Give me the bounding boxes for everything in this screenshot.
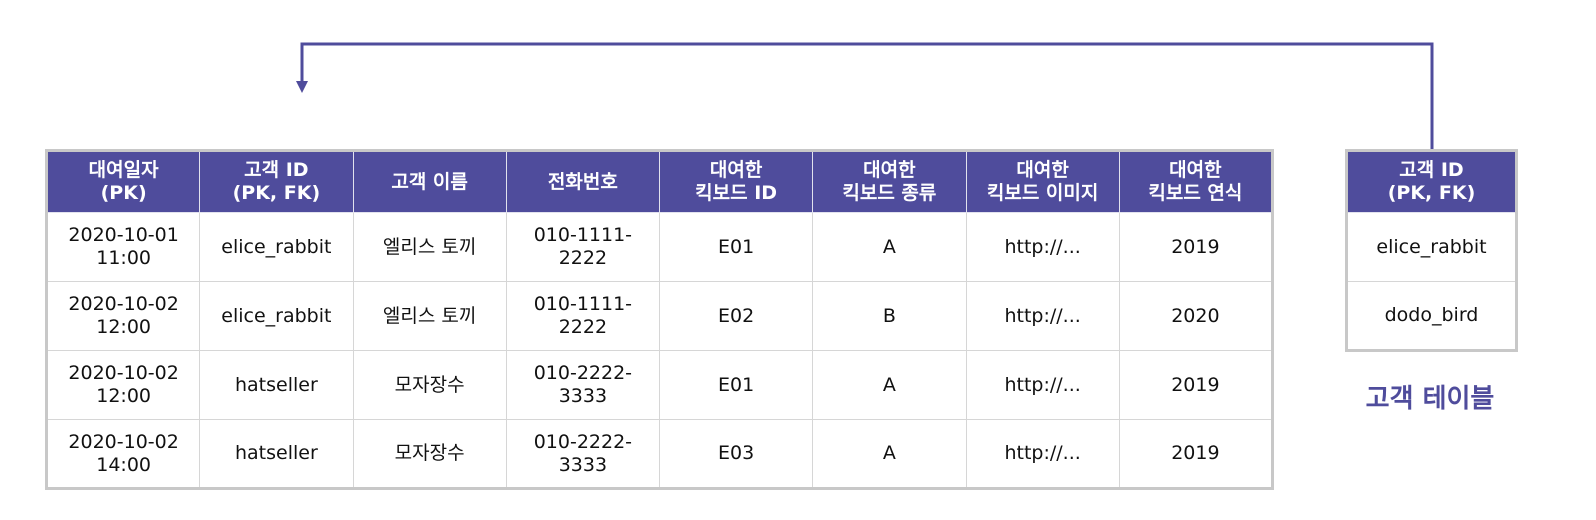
cell-customer-id: hatseller bbox=[199, 350, 354, 420]
header-phone: 전화번호 bbox=[505, 150, 661, 213]
cell-customer-name: 모자장수 bbox=[352, 419, 507, 489]
customer-table-header-row: 고객 ID (PK, FK) bbox=[1346, 150, 1517, 213]
cell-customer-name: 모자장수 bbox=[352, 350, 507, 420]
cell-scooter-year: 2019 bbox=[1118, 350, 1274, 420]
cell-scooter-image: http://... bbox=[965, 212, 1120, 282]
cell-scooter-id: E01 bbox=[658, 350, 814, 420]
cell-customer-id: elice_rabbit bbox=[199, 281, 354, 351]
table-row: dodo_bird bbox=[1346, 281, 1517, 351]
cell-scooter-year: 2020 bbox=[1118, 281, 1274, 351]
customer-table: 고객 ID (PK, FK) elice_rabbit dodo_bird bbox=[1345, 149, 1518, 352]
customer-table-caption: 고객 테이블 bbox=[1365, 384, 1495, 414]
cell-scooter-image: http://... bbox=[965, 350, 1120, 420]
reference-arrow-line bbox=[300, 42, 1434, 151]
cell-phone: 010-2222- 3333 bbox=[505, 419, 661, 489]
cell-phone: 010-1111- 2222 bbox=[505, 212, 661, 282]
cell-scooter-year: 2019 bbox=[1118, 212, 1274, 282]
table-row: 2020-10-02 12:00 hatseller 모자장수 010-2222… bbox=[45, 350, 1274, 420]
table-row: 2020-10-02 12:00 elice_rabbit 엘리스 토끼 010… bbox=[45, 281, 1274, 351]
header-scooter-id: 대여한 킥보드 ID bbox=[658, 150, 814, 213]
cell-scooter-type: A bbox=[812, 350, 967, 420]
header-customer-name: 고객 이름 bbox=[352, 150, 507, 213]
cell-phone: 010-1111- 2222 bbox=[505, 281, 661, 351]
cell-customer-name: 엘리스 토끼 bbox=[352, 281, 507, 351]
cell-scooter-type: B bbox=[812, 281, 967, 351]
cell-rental-date: 2020-10-02 12:00 bbox=[45, 350, 201, 420]
header-scooter-year: 대여한 킥보드 연식 bbox=[1118, 150, 1274, 213]
cell-customer-id: hatseller bbox=[199, 419, 354, 489]
table-row: 2020-10-01 11:00 elice_rabbit 엘리스 토끼 010… bbox=[45, 212, 1274, 282]
header-customer-id: 고객 ID (PK, FK) bbox=[199, 150, 354, 213]
cell-scooter-id: E03 bbox=[658, 419, 814, 489]
cell-scooter-type: A bbox=[812, 419, 967, 489]
cell-scooter-id: E01 bbox=[658, 212, 814, 282]
cell-scooter-id: E02 bbox=[658, 281, 814, 351]
header-customer-id: 고객 ID (PK, FK) bbox=[1346, 150, 1517, 213]
cell-scooter-image: http://... bbox=[965, 281, 1120, 351]
cell-customer-id: dodo_bird bbox=[1346, 281, 1517, 351]
rental-table-header-row: 대여일자 (PK) 고객 ID (PK, FK) 고객 이름 전화번호 대여한 … bbox=[45, 150, 1274, 213]
cell-customer-id: elice_rabbit bbox=[1346, 212, 1517, 282]
cell-rental-date: 2020-10-01 11:00 bbox=[45, 212, 201, 282]
table-row: elice_rabbit bbox=[1346, 212, 1517, 282]
header-rental-date: 대여일자 (PK) bbox=[45, 150, 201, 213]
reference-arrowhead bbox=[296, 81, 308, 93]
table-row: 2020-10-02 14:00 hatseller 모자장수 010-2222… bbox=[45, 419, 1274, 489]
header-scooter-image: 대여한 킥보드 이미지 bbox=[965, 150, 1120, 213]
cell-customer-id: elice_rabbit bbox=[199, 212, 354, 282]
cell-rental-date: 2020-10-02 14:00 bbox=[45, 419, 201, 489]
cell-rental-date: 2020-10-02 12:00 bbox=[45, 281, 201, 351]
cell-scooter-type: A bbox=[812, 212, 967, 282]
header-scooter-type: 대여한 킥보드 종류 bbox=[812, 150, 967, 213]
cell-scooter-year: 2019 bbox=[1118, 419, 1274, 489]
rental-table: 대여일자 (PK) 고객 ID (PK, FK) 고객 이름 전화번호 대여한 … bbox=[45, 149, 1274, 490]
cell-phone: 010-2222- 3333 bbox=[505, 350, 661, 420]
cell-customer-name: 엘리스 토끼 bbox=[352, 212, 507, 282]
cell-scooter-image: http://... bbox=[965, 419, 1120, 489]
